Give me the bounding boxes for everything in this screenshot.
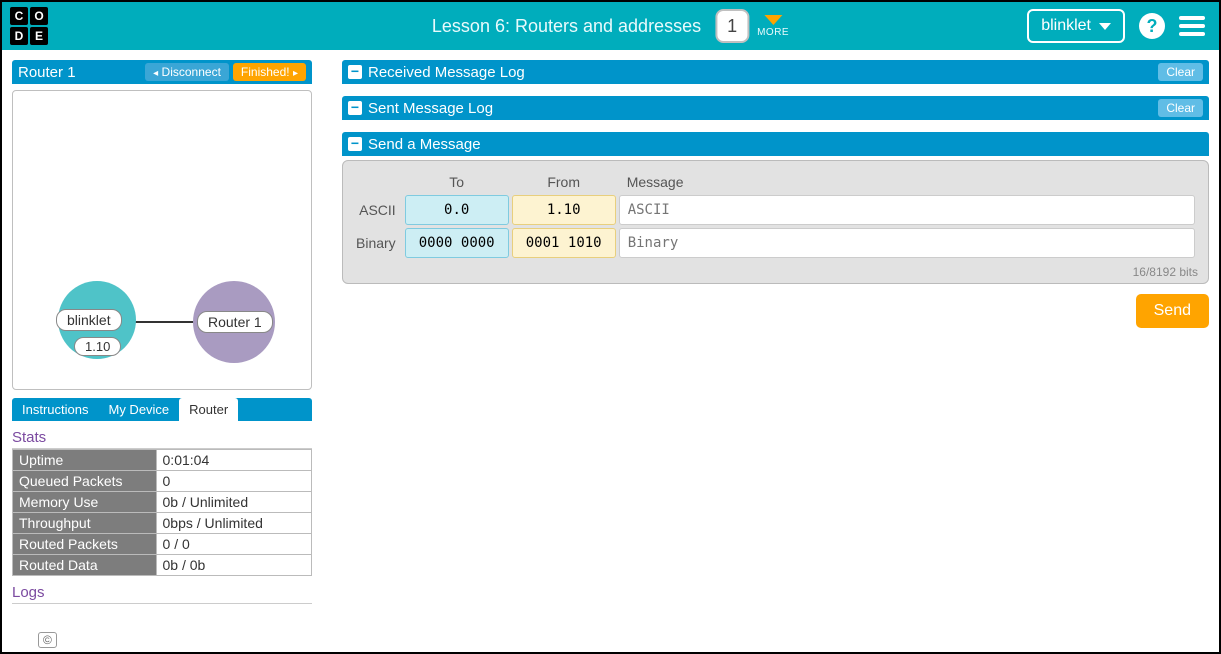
user-node-label: blinklet [56,309,122,331]
router-panel-title: Router 1 [18,64,76,81]
table-row: Routed Packets0 / 0 [13,534,312,555]
send-message-panel: − Send a Message To From Message ASCII [342,132,1209,328]
tab-router[interactable]: Router [179,398,238,421]
send-message-title: Send a Message [368,136,481,153]
table-row: Queued Packets0 [13,471,312,492]
logo-letter: D [10,27,28,45]
copyright-badge[interactable]: © [38,632,57,648]
user-menu-button[interactable]: blinklet [1027,9,1125,43]
more-dropdown[interactable]: MORE [757,15,789,38]
logo-letter: C [10,7,28,25]
received-log-title: Received Message Log [368,64,525,81]
to-column-header: To [405,174,509,192]
router-panel-header: Router 1 ◂ Disconnect Finished! ▸ [12,60,312,84]
tab-my-device[interactable]: My Device [98,398,179,421]
collapse-icon[interactable]: − [348,65,362,79]
left-panel: Router 1 ◂ Disconnect Finished! ▸ blinkl… [12,60,312,642]
binary-row-label: Binary [356,228,402,258]
stats-table: Uptime0:01:04 Queued Packets0 Memory Use… [12,449,312,576]
from-column-header: From [512,174,616,192]
collapse-icon[interactable]: − [348,101,362,115]
tab-bar: Instructions My Device Router [12,398,312,421]
router-node-label: Router 1 [197,311,273,333]
disconnect-button[interactable]: ◂ Disconnect [145,63,229,81]
lesson-title-group: Lesson 6: Routers and addresses 1 MORE [432,9,789,43]
top-bar: C O D E Lesson 6: Routers and addresses … [2,2,1219,50]
caret-down-icon [764,15,782,25]
code-logo[interactable]: C O D E [10,7,48,45]
from-ascii-input[interactable] [512,195,616,225]
message-binary-input[interactable] [619,228,1195,258]
clear-received-button[interactable]: Clear [1158,63,1203,81]
logo-letter: O [30,7,48,25]
username-label: blinklet [1041,17,1091,35]
hamburger-menu-icon[interactable] [1179,16,1205,36]
bits-counter: 16/8192 bits [353,265,1198,279]
ascii-row-label: ASCII [356,195,402,225]
collapse-icon[interactable]: − [348,137,362,151]
message-column-header: Message [619,174,1195,192]
table-row: Throughput0bps / Unlimited [13,513,312,534]
user-node-address: 1.10 [74,337,121,356]
table-row: Memory Use0b / Unlimited [13,492,312,513]
caret-down-icon [1099,23,1111,30]
network-diagram: blinklet 1.10 Router 1 [12,90,312,390]
lesson-title: Lesson 6: Routers and addresses [432,16,701,37]
to-ascii-input[interactable] [405,195,509,225]
table-row: Routed Data0b / 0b [13,555,312,576]
right-panel: − Received Message Log Clear − Sent Mess… [342,60,1209,642]
to-binary-input[interactable] [405,228,509,258]
send-button[interactable]: Send [1136,294,1209,328]
stats-header: Stats [12,427,312,449]
sent-log-title: Sent Message Log [368,100,493,117]
clear-sent-button[interactable]: Clear [1158,99,1203,117]
help-icon[interactable]: ? [1139,13,1165,39]
stage-number[interactable]: 1 [715,9,749,43]
received-log-panel: − Received Message Log Clear [342,60,1209,84]
table-row: Uptime0:01:04 [13,450,312,471]
sent-log-panel: − Sent Message Log Clear [342,96,1209,120]
logs-header: Logs [12,582,312,604]
message-ascii-input[interactable] [619,195,1195,225]
more-label: MORE [757,27,789,38]
logo-letter: E [30,27,48,45]
from-binary-input[interactable] [512,228,616,258]
finished-button[interactable]: Finished! ▸ [233,63,306,81]
tab-instructions[interactable]: Instructions [12,398,98,421]
